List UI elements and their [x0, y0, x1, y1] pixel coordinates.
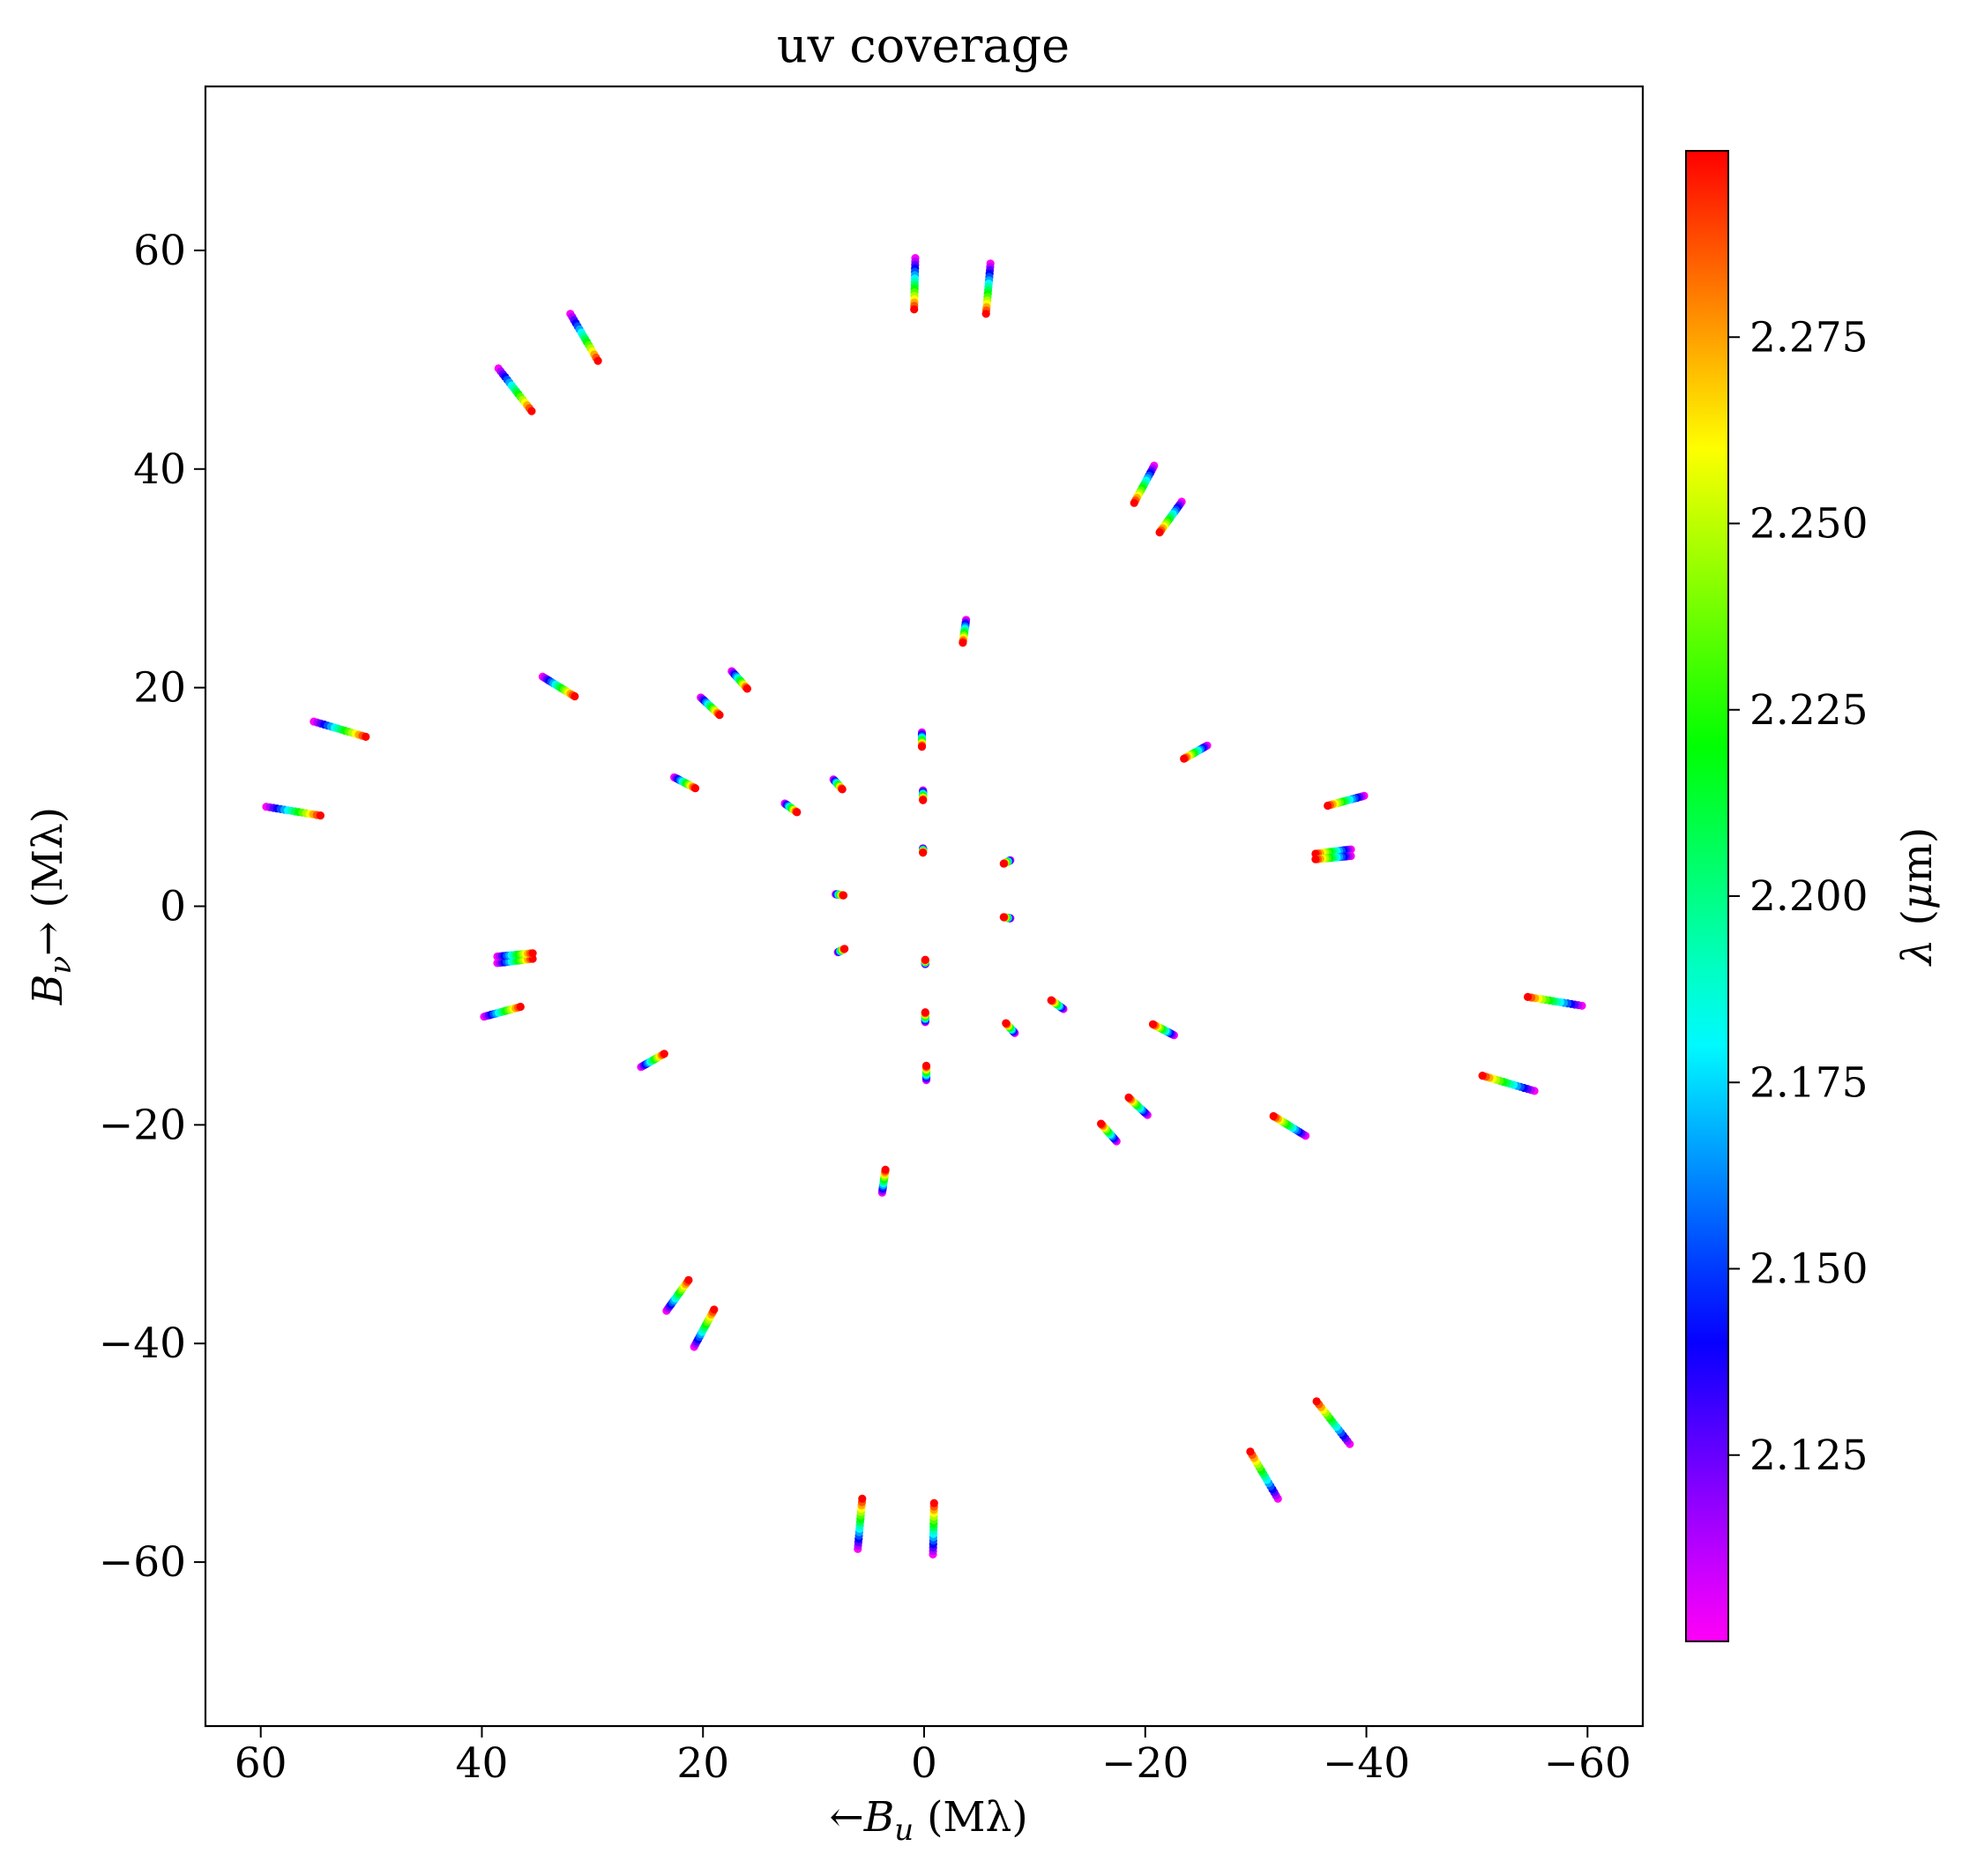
colorbar-tick-label: 2.200 — [1749, 872, 1869, 921]
colorbar: 2.125 2.150 2.175 2.200 2.225 2.250 2.275 λ (μ… — [1685, 150, 1942, 1642]
uv-point — [921, 955, 929, 964]
uv-point — [316, 811, 325, 820]
uv-point — [1311, 855, 1320, 863]
x-tick-label: 40 — [456, 1739, 509, 1788]
y-axis-label-symbol: B — [24, 975, 72, 1006]
colorbar-gradient — [1685, 150, 1729, 1642]
uv-point — [881, 1165, 890, 1174]
uv-point — [793, 808, 802, 817]
uv-point — [1124, 1093, 1133, 1102]
chart-title: uv coverage — [777, 18, 1070, 73]
y-tick-label: −40 — [99, 1319, 186, 1368]
x-axis-label: ←Bu (Mλ) — [829, 1793, 1027, 1848]
y-axis-ticks: 60 40 20 0 −20 −40 −60 — [99, 227, 205, 1587]
uv-point — [571, 691, 579, 701]
y-tick-label: 0 — [160, 883, 186, 931]
uv-point — [593, 356, 602, 365]
y-tick-label: −60 — [99, 1538, 186, 1587]
uv-point — [858, 1494, 867, 1503]
uv-point — [1478, 1072, 1487, 1080]
uv-point — [840, 945, 849, 953]
colorbar-ticks: 2.125 2.150 2.175 2.200 2.225 2.250 2.275 — [1728, 313, 1869, 1480]
x-axis-ticks: 60 40 20 0 −20 −40 −60 — [235, 1726, 1631, 1788]
uv-point — [660, 1050, 668, 1058]
colorbar-tick-label: 2.150 — [1749, 1245, 1869, 1294]
x-axis-label-subscript: u — [894, 1812, 914, 1848]
uv-point — [917, 743, 927, 751]
uv-point — [1047, 996, 1056, 1005]
uv-point — [528, 949, 537, 958]
x-tick-label: 60 — [235, 1739, 287, 1788]
uv-point — [919, 796, 928, 804]
x-tick-label: 0 — [911, 1739, 937, 1788]
uv-point — [999, 859, 1008, 868]
uv-point — [1155, 528, 1164, 537]
uv-point — [710, 1305, 719, 1314]
x-tick-label: −60 — [1544, 1739, 1631, 1788]
plot-background — [205, 86, 1643, 1726]
uv-point — [910, 305, 919, 314]
uv-point — [839, 891, 848, 900]
colorbar-tick-label: 2.250 — [1749, 500, 1869, 549]
y-axis-label-arrow: → — [24, 921, 72, 955]
x-axis-label-unit: (Mλ) — [914, 1793, 1028, 1842]
uv-point — [921, 1008, 929, 1017]
colorbar-label-close: m) — [1893, 827, 1942, 883]
colorbar-label-open: ( — [1893, 909, 1942, 938]
colorbar-label-symbol: λ — [1893, 938, 1942, 967]
uv-point — [1324, 801, 1332, 811]
x-axis-label-symbol: B — [863, 1793, 895, 1842]
uv-point — [1246, 1447, 1255, 1456]
data-points-layer — [262, 254, 1586, 1558]
uv-point — [959, 639, 967, 647]
uv-point — [684, 1275, 693, 1284]
uv-point — [1312, 1397, 1321, 1406]
y-axis-label-unit: (Mλ) — [24, 807, 72, 922]
uv-point — [838, 785, 847, 794]
uv-point — [690, 784, 700, 793]
uv-point — [1097, 1119, 1106, 1128]
y-axis-label: Bν→ (Mλ) — [24, 807, 78, 1005]
uv-point — [1180, 754, 1189, 763]
colorbar-tick-label: 2.175 — [1749, 1058, 1869, 1107]
y-axis-label-subscript: ν — [43, 956, 78, 975]
uv-point — [742, 684, 752, 693]
y-tick-label: 20 — [133, 664, 186, 713]
uv-point — [981, 310, 990, 318]
uv-point — [919, 848, 928, 857]
uv-point — [1269, 1111, 1278, 1121]
uv-point — [1130, 498, 1138, 507]
uv-point — [1148, 1020, 1158, 1028]
uv-point — [999, 913, 1008, 922]
colorbar-label: λ (μm) — [1893, 827, 1942, 968]
colorbar-tick-label: 2.125 — [1749, 1431, 1869, 1480]
y-tick-label: 60 — [133, 227, 186, 275]
uv-point — [527, 407, 536, 415]
y-tick-label: −20 — [99, 1101, 186, 1149]
uv-point — [715, 711, 724, 720]
x-axis-label-arrow: ← — [829, 1793, 863, 1842]
x-tick-label: −20 — [1101, 1739, 1189, 1788]
colorbar-tick-label: 2.225 — [1749, 686, 1869, 735]
uv-point — [362, 732, 370, 742]
y-tick-label: 40 — [133, 445, 186, 494]
uv-point — [921, 1061, 931, 1070]
uv-point — [1002, 1019, 1011, 1028]
x-tick-label: −40 — [1323, 1739, 1410, 1788]
uv-point — [929, 1499, 938, 1507]
plot-area — [204, 85, 1645, 1728]
colorbar-tick-label: 2.275 — [1749, 313, 1869, 362]
colorbar-label-mu: μ — [1893, 883, 1942, 910]
uv-point — [1524, 992, 1533, 1001]
x-tick-label: 20 — [676, 1739, 729, 1788]
uv-point — [516, 1002, 525, 1012]
